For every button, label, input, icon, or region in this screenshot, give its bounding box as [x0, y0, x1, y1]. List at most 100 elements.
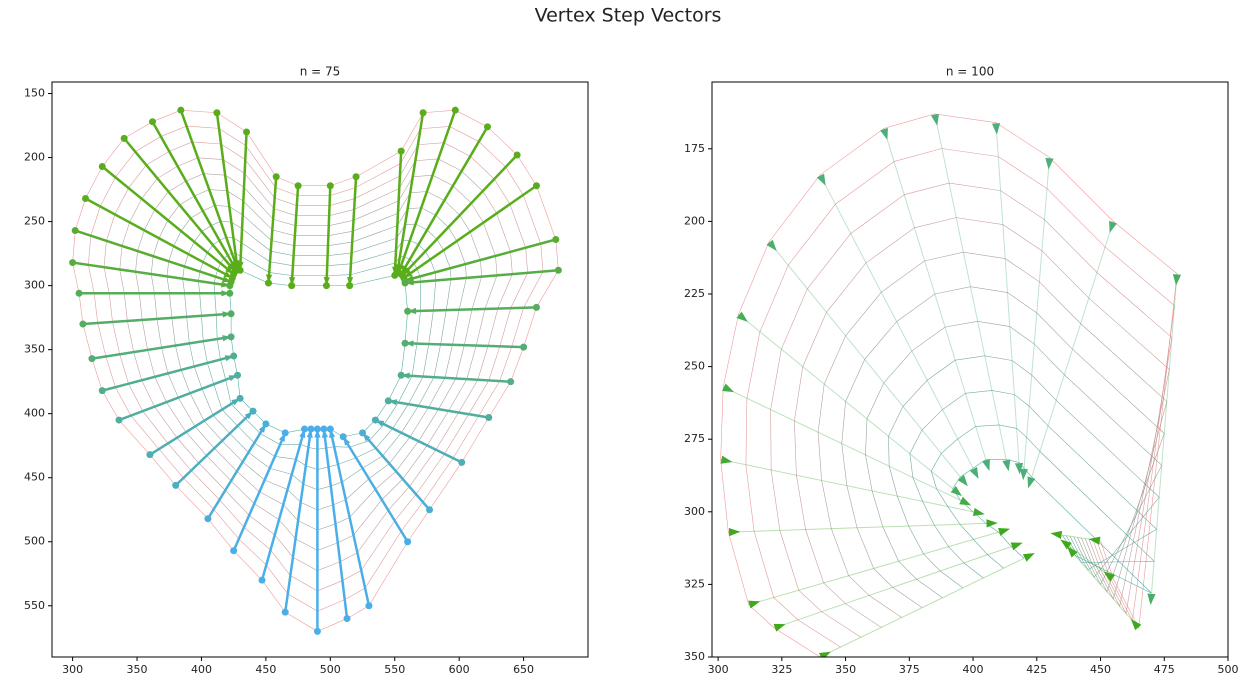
arrow-head — [231, 398, 241, 406]
axes-frame — [51, 81, 589, 658]
arrow — [998, 527, 1011, 536]
y-tick-label: 550 — [24, 599, 45, 612]
y-tick-label: 300 — [684, 505, 705, 518]
arrow-head — [221, 290, 230, 297]
x-tick-label: 475 — [1154, 663, 1175, 676]
step-vector — [232, 432, 287, 552]
contour — [841, 286, 1165, 608]
arrow — [1060, 539, 1072, 550]
arrow-head — [223, 271, 233, 278]
y-tick-label: 250 — [684, 360, 705, 373]
contour — [909, 390, 1158, 579]
subplot: n = 75 300 350 400 450 500 550 600 650 150 200 250 3… — [24, 65, 589, 676]
vertex — [272, 173, 280, 181]
vertex — [82, 195, 89, 203]
x-tick-label: 325 — [771, 663, 792, 676]
y-tick-label: 350 — [24, 343, 45, 356]
arrow — [773, 623, 786, 632]
axes-frame — [711, 81, 1229, 658]
step-vector — [206, 423, 267, 520]
step-vector — [404, 269, 559, 285]
step-vector — [404, 238, 557, 282]
step-vector — [407, 306, 537, 313]
subplot-title: n = 100 — [946, 65, 994, 79]
vertex — [172, 481, 180, 489]
step-vector — [1031, 221, 1114, 478]
arrow-head — [321, 429, 328, 438]
contour — [952, 459, 1152, 594]
step-vector — [149, 397, 241, 456]
x-tick-label: 450 — [255, 663, 276, 676]
y-tick-label: 500 — [24, 535, 45, 548]
arrow-head — [402, 267, 411, 276]
step-vector — [819, 557, 1025, 657]
arrow — [880, 127, 888, 140]
y-tick-label: 200 — [684, 214, 705, 227]
vertex — [120, 134, 128, 142]
step-vector — [819, 174, 974, 469]
step-vector — [101, 354, 234, 392]
step-vector — [934, 113, 1007, 460]
vertex — [88, 355, 96, 363]
vertex — [426, 506, 434, 514]
plot-area — [69, 106, 562, 635]
arrow-head — [347, 276, 354, 286]
x-tick-label: 375 — [899, 663, 920, 676]
vertex — [507, 378, 515, 386]
arrow — [736, 311, 748, 322]
vertex — [484, 123, 491, 131]
arrow — [1050, 530, 1063, 539]
step-vector — [322, 428, 349, 619]
vertex — [532, 303, 540, 311]
arrow — [728, 527, 741, 537]
step-vector — [883, 128, 987, 460]
vertex — [554, 266, 562, 274]
arrow-head — [220, 281, 230, 288]
step-vector — [374, 418, 463, 464]
arrow — [991, 123, 1001, 135]
x-tick-label: 550 — [384, 663, 405, 676]
arrow — [720, 455, 733, 464]
arrow — [969, 466, 979, 479]
arrow — [1027, 476, 1036, 489]
arrow — [1019, 468, 1029, 481]
arrow — [1130, 618, 1142, 631]
step-vector — [348, 176, 358, 286]
vertex — [352, 173, 360, 181]
vertex — [326, 182, 334, 190]
x-tick-label: 500 — [320, 663, 341, 676]
step-vector — [101, 165, 235, 276]
step-vector — [342, 436, 409, 543]
arrow — [957, 474, 968, 487]
x-tick-label: 300 — [62, 663, 83, 676]
arrow — [982, 459, 990, 471]
vertex — [213, 109, 221, 117]
arrow — [1103, 571, 1116, 582]
step-vector — [325, 185, 332, 286]
arrow-head — [401, 372, 410, 379]
step-vector — [1151, 273, 1178, 594]
vertex — [419, 109, 427, 117]
x-tick-label: 350 — [127, 663, 148, 676]
vertex — [230, 547, 238, 555]
step-vector — [738, 313, 953, 489]
arrow-head — [405, 275, 415, 282]
arrow-head — [407, 307, 417, 315]
arrow-head — [244, 411, 253, 420]
x-tick-label: 400 — [963, 663, 984, 676]
arrow-head — [343, 436, 351, 446]
vertex — [149, 118, 156, 126]
arrow-head — [278, 432, 286, 442]
vertex — [365, 602, 373, 610]
arrow — [1022, 553, 1035, 562]
y-tick-label: 175 — [684, 142, 705, 155]
contour — [888, 355, 1160, 589]
step-vector — [720, 459, 974, 513]
x-tick-label: 650 — [513, 663, 534, 676]
step-vector — [1074, 555, 1140, 629]
plot-area — [720, 113, 1182, 657]
y-tick-label: 350 — [684, 650, 705, 663]
arrow-head — [375, 420, 385, 427]
step-vector — [118, 374, 238, 422]
